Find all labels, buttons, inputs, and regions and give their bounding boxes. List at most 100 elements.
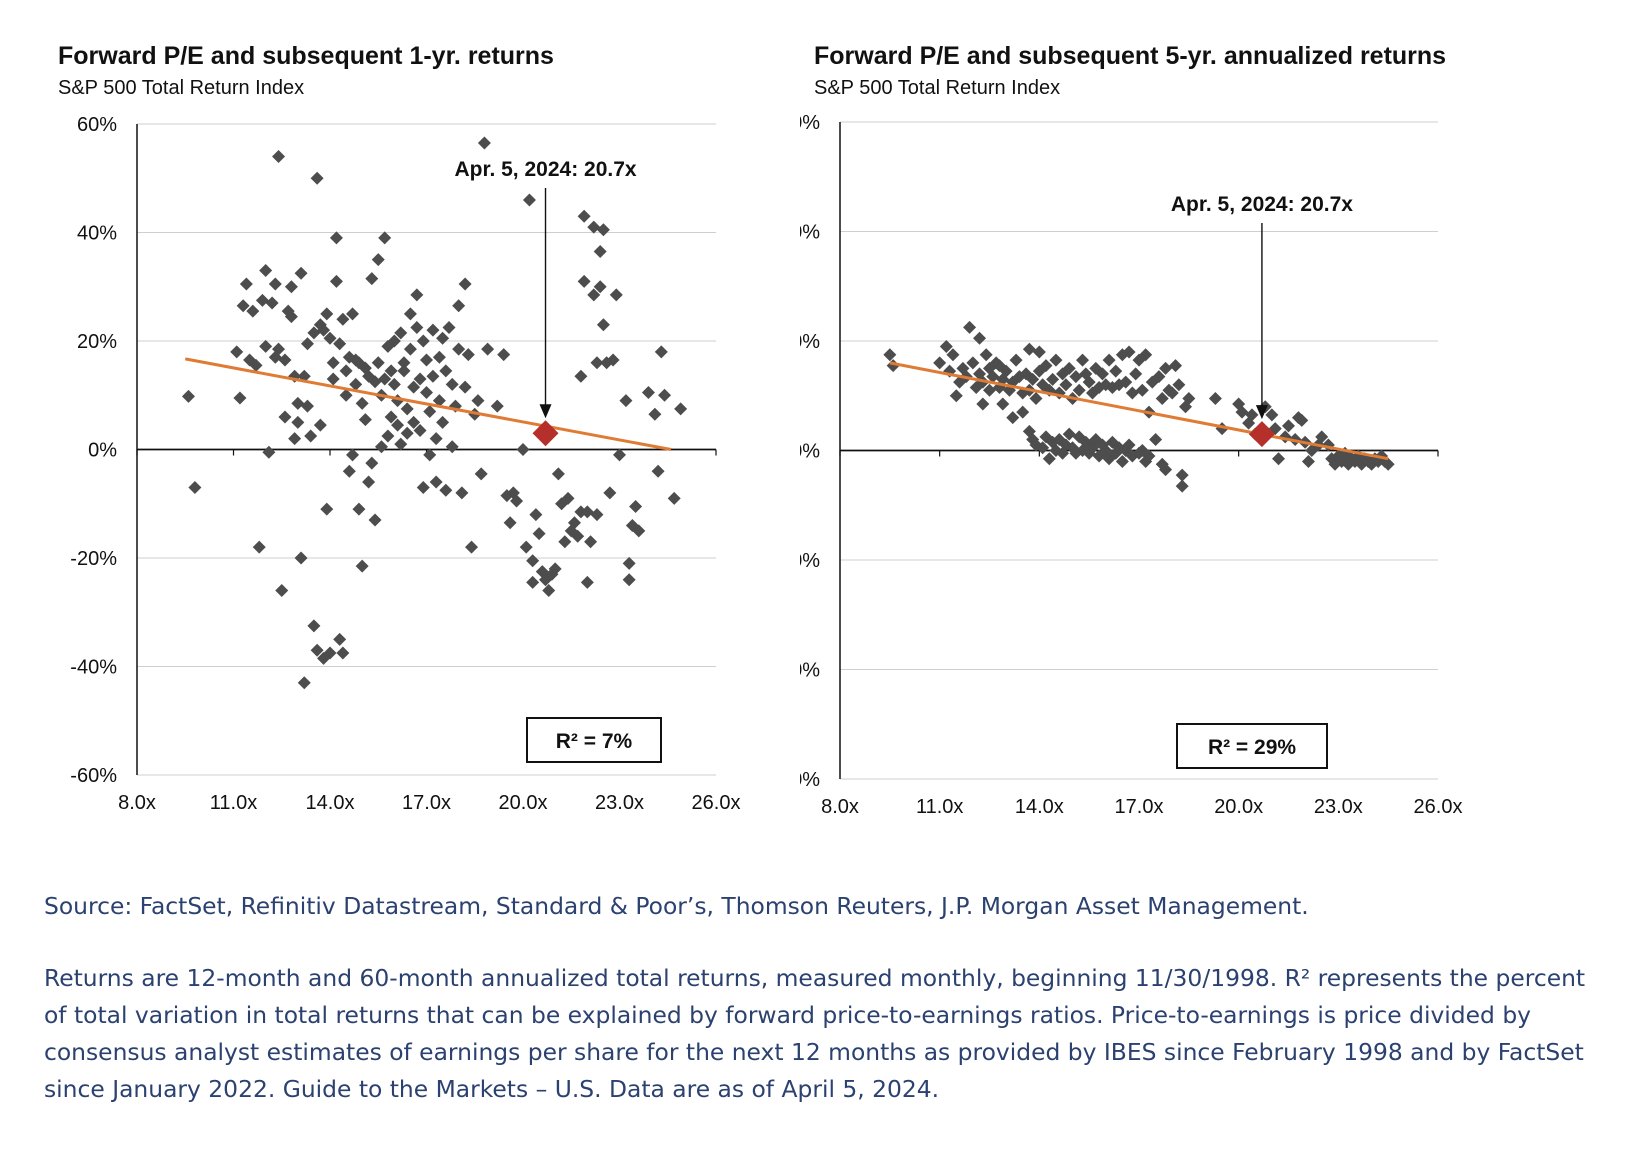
data-point bbox=[445, 440, 459, 454]
data-point bbox=[436, 331, 450, 345]
data-point bbox=[1072, 383, 1086, 397]
data-point bbox=[577, 209, 591, 223]
data-point bbox=[420, 353, 433, 367]
data-point bbox=[407, 380, 421, 394]
data-point bbox=[606, 353, 620, 367]
data-point bbox=[584, 535, 598, 549]
data-point bbox=[339, 388, 353, 402]
data-point bbox=[181, 389, 195, 403]
data-point bbox=[288, 432, 302, 446]
r-squared-box bbox=[526, 717, 662, 763]
data-point bbox=[371, 253, 385, 267]
x-tick-label: 17.0x bbox=[402, 792, 451, 814]
data-point bbox=[963, 320, 977, 334]
data-point bbox=[1265, 408, 1279, 422]
data-point bbox=[542, 584, 556, 598]
data-point bbox=[384, 410, 398, 424]
data-point bbox=[333, 632, 347, 646]
data-point bbox=[452, 342, 466, 356]
data-point bbox=[590, 508, 604, 522]
data-point bbox=[1169, 359, 1183, 373]
data-point bbox=[1175, 479, 1189, 493]
data-point bbox=[429, 475, 443, 489]
data-point bbox=[336, 646, 350, 660]
data-point bbox=[629, 499, 643, 513]
data-point bbox=[632, 524, 646, 538]
data-point bbox=[1036, 441, 1050, 455]
data-point bbox=[1155, 457, 1169, 471]
data-point bbox=[883, 348, 897, 362]
data-point bbox=[387, 334, 401, 348]
data-point bbox=[1099, 378, 1113, 392]
data-point bbox=[413, 372, 427, 386]
data-point bbox=[992, 359, 1006, 373]
data-point bbox=[432, 394, 446, 408]
data-point bbox=[587, 288, 601, 302]
data-point bbox=[1149, 433, 1163, 447]
data-point bbox=[933, 356, 947, 370]
annotation-label: Apr. 5, 2024: 20.7x bbox=[454, 158, 636, 181]
data-point bbox=[268, 277, 282, 291]
data-point bbox=[239, 277, 253, 291]
data-point bbox=[1032, 345, 1046, 359]
data-point bbox=[1325, 452, 1339, 466]
data-point bbox=[969, 381, 983, 395]
data-point bbox=[1046, 372, 1060, 386]
x-tick-label: 26.0x bbox=[1414, 796, 1463, 818]
data-point bbox=[532, 527, 546, 541]
data-point bbox=[355, 559, 369, 573]
data-point bbox=[1012, 370, 1026, 384]
annotation-arrow-head bbox=[539, 404, 552, 419]
data-point bbox=[1295, 413, 1309, 427]
data-point bbox=[1208, 391, 1222, 405]
data-point bbox=[329, 231, 343, 245]
data-point bbox=[1155, 391, 1169, 405]
data-point bbox=[1159, 463, 1173, 477]
data-point bbox=[526, 575, 540, 589]
data-point bbox=[329, 274, 343, 288]
data-point bbox=[400, 426, 414, 440]
data-point bbox=[651, 464, 665, 478]
x-tick-label: 11.0x bbox=[916, 796, 963, 818]
data-point bbox=[1122, 345, 1136, 359]
data-point bbox=[1109, 364, 1123, 378]
data-point bbox=[1115, 348, 1129, 362]
data-point bbox=[452, 299, 466, 313]
data-point bbox=[259, 339, 273, 353]
data-point bbox=[996, 397, 1010, 411]
data-point bbox=[323, 331, 337, 345]
data-point bbox=[342, 464, 356, 478]
data-point bbox=[1272, 452, 1286, 466]
data-point bbox=[381, 429, 395, 443]
data-point bbox=[609, 288, 623, 302]
data-point bbox=[249, 358, 263, 372]
data-point bbox=[939, 339, 953, 353]
data-point bbox=[654, 345, 668, 359]
data-point bbox=[613, 448, 626, 462]
y-tick-label: -40% bbox=[70, 657, 117, 679]
y-tick-label: 40% bbox=[77, 223, 117, 245]
data-point bbox=[429, 432, 443, 446]
data-point bbox=[1321, 438, 1335, 452]
data-point bbox=[262, 445, 276, 459]
data-point bbox=[1039, 359, 1053, 373]
data-point bbox=[426, 369, 440, 383]
data-point bbox=[1122, 438, 1136, 452]
y-tick-label: 40% bbox=[800, 222, 820, 244]
data-point bbox=[574, 369, 588, 383]
data-point bbox=[1026, 372, 1040, 386]
x-tick-label: 14.0x bbox=[306, 792, 355, 814]
x-tick-label: 26.0x bbox=[692, 792, 741, 814]
data-point bbox=[1102, 353, 1116, 367]
data-point bbox=[490, 399, 504, 413]
r-squared-label: R² = 29% bbox=[1208, 736, 1296, 759]
data-point bbox=[294, 551, 308, 565]
data-point bbox=[284, 310, 298, 324]
data-point bbox=[976, 397, 990, 411]
data-point bbox=[246, 304, 260, 318]
data-point bbox=[233, 391, 247, 405]
data-point bbox=[284, 280, 298, 294]
data-point bbox=[1059, 438, 1073, 452]
data-point bbox=[362, 475, 376, 489]
data-point bbox=[317, 323, 331, 337]
